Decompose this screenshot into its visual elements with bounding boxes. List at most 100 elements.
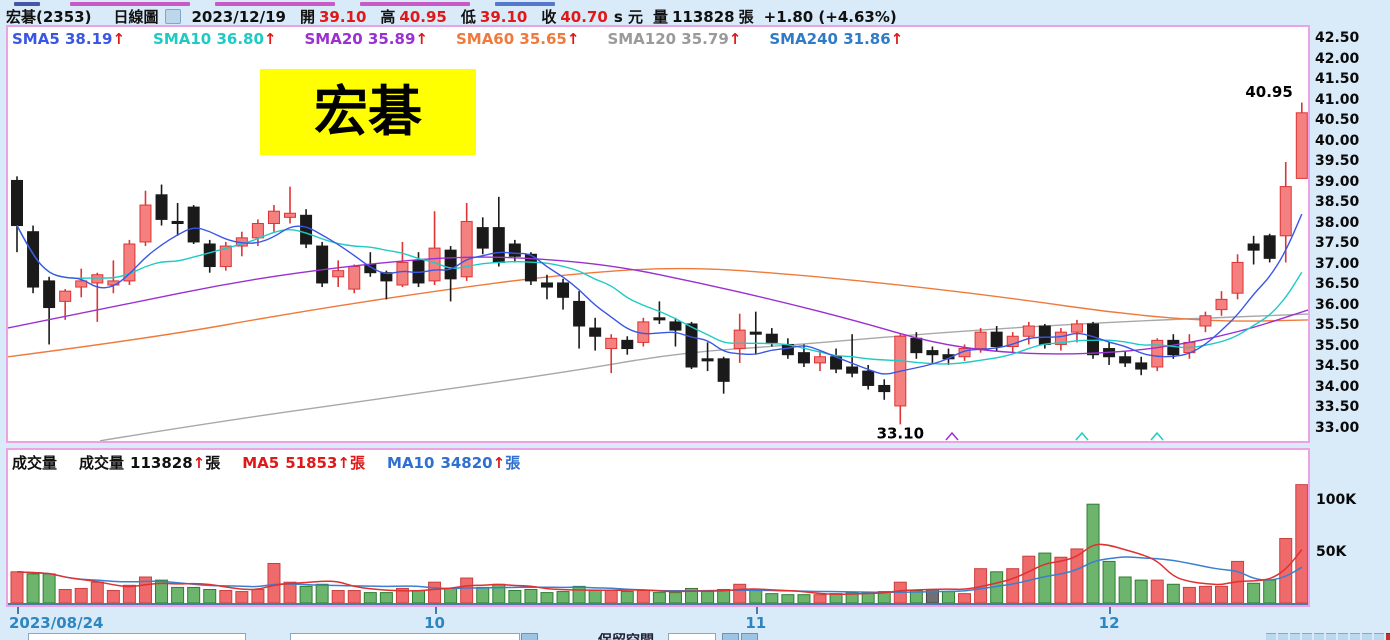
price-axis-label: 42.00: [1315, 50, 1360, 67]
sma-legend-item: SMA10 36.80↑: [153, 30, 276, 48]
menu-fragment: [70, 2, 190, 6]
volume-bar: [813, 594, 827, 604]
volume-value: 113828: [671, 7, 735, 26]
volume-bar: [1086, 503, 1100, 604]
menu-fragment: [14, 2, 40, 6]
volume-bar: [187, 586, 201, 604]
candle-down: [27, 231, 40, 288]
volume-bar: [1166, 583, 1180, 604]
candle-down: [300, 214, 313, 245]
toolbar-space-label: 保留空間: [598, 633, 654, 640]
candle-down: [1119, 356, 1132, 364]
candle-up: [460, 220, 473, 278]
open-value: 39.10: [318, 7, 367, 26]
volume-bar: [1182, 586, 1196, 604]
vol-ma10-unit: 張: [505, 454, 521, 472]
volume-bar: [251, 588, 265, 604]
volume-bar: [941, 591, 955, 604]
sma-legend-text: SMA60 35.65: [455, 30, 567, 48]
price-axis: 42.50 42.00 41.50 41.00 40.50 40.00 39.50 39.00…: [1312, 0, 1390, 640]
volume-panel[interactable]: 成交量 成交量 113828 ↑ 張 MA5 51853 ↑ 張 MA10 34…: [6, 448, 1310, 607]
candle-up: [1151, 339, 1164, 368]
volume-bar: [444, 587, 458, 604]
up-arrow-icon: ↑: [415, 30, 428, 48]
volume-bar: [363, 592, 377, 604]
candle-down: [589, 327, 602, 337]
candle-down: [910, 337, 923, 354]
sma-legend-item: SMA120 35.79↑: [607, 30, 741, 48]
up-arrow-icon: ↑: [890, 30, 904, 48]
sma60-line: [8, 267, 1308, 358]
candle-down: [621, 339, 634, 350]
candle-up: [219, 245, 232, 268]
volume-axis-50k: 50K: [1316, 544, 1347, 560]
candle-up: [733, 329, 746, 350]
candle-down: [797, 352, 810, 364]
candle-down: [43, 280, 56, 309]
volume-bar: [476, 586, 490, 604]
candle-up: [396, 261, 409, 286]
candle-down: [653, 317, 666, 321]
sma10-line: [16, 225, 1303, 365]
volume-bar: [524, 588, 538, 604]
candle-up: [1231, 261, 1244, 294]
volume-bar: [572, 585, 586, 604]
volume-bar: [749, 590, 763, 604]
price-axis-label: 41.50: [1315, 71, 1360, 87]
price-axis-label: 39.00: [1315, 173, 1360, 190]
close-label: 收: [541, 8, 557, 26]
candlestick-chart[interactable]: 40.95 33.10: [8, 27, 1308, 441]
candle-down: [1135, 362, 1148, 370]
low-label: 低: [460, 8, 476, 26]
volume-bar: [171, 586, 185, 604]
volume-bar: [668, 592, 682, 604]
volume-bar: [797, 594, 811, 604]
volume-bar: [1215, 585, 1228, 604]
line-below-marker: [1150, 431, 1164, 441]
line-below-marker: [945, 431, 959, 441]
volume-bar: [90, 581, 104, 604]
menu-fragment: [495, 2, 555, 6]
price-axis-label: 36.00: [1315, 296, 1360, 313]
candle-down: [540, 282, 553, 288]
sma-legend-item: SMA240 31.86↑: [769, 30, 903, 48]
toolbar-select[interactable]: [668, 633, 716, 640]
volume-bar: [1295, 484, 1308, 604]
sma-legend-item: SMA20 35.89↑: [305, 30, 428, 48]
candle-down: [557, 282, 570, 298]
volume-series-value: 113828: [130, 453, 193, 472]
toolbar-select[interactable]: [28, 633, 246, 640]
x-axis-tick: [17, 607, 19, 614]
candle-down: [701, 358, 714, 362]
price-chart-panel[interactable]: SMA5 38.19↑ SMA10 36.80↑ SMA20 35.89↑ SMA60…: [6, 25, 1310, 443]
volume-bar: [1118, 576, 1132, 604]
x-axis-tick: [434, 607, 437, 614]
candle-up: [814, 356, 826, 364]
horizontal-scrollbar[interactable]: [1266, 633, 1390, 640]
volume-bar: [42, 573, 56, 604]
volume-bar: [1247, 582, 1261, 604]
candle-up: [605, 337, 618, 350]
menu-fragment: [360, 2, 470, 6]
sma-legend-item: SMA60 35.65↑: [456, 30, 579, 48]
candle-up: [75, 280, 88, 288]
x-axis-tick: [1109, 607, 1112, 614]
volume-bar: [460, 577, 474, 604]
chart-type-dropdown-icon[interactable]: [165, 9, 182, 24]
volume-chart[interactable]: [8, 450, 1308, 605]
volume-bar: [235, 591, 249, 604]
toolbar-button[interactable]: [741, 633, 758, 640]
price-axis-label: 37.00: [1315, 255, 1360, 272]
price-axis-label: 41.00: [1315, 91, 1360, 108]
candle-down: [878, 384, 891, 393]
candle-down: [749, 331, 762, 335]
candle-down: [990, 331, 1003, 347]
price-axis-label: 39.50: [1315, 153, 1360, 169]
toolbar-button[interactable]: [521, 633, 538, 640]
volume-bar: [347, 590, 361, 604]
price-axis-label: 38.00: [1315, 214, 1360, 231]
volume-bar: [652, 592, 666, 604]
toolbar-button[interactable]: [722, 633, 739, 640]
toolbar-select[interactable]: [290, 633, 520, 640]
vol-ma5-value: 51853: [285, 453, 338, 472]
